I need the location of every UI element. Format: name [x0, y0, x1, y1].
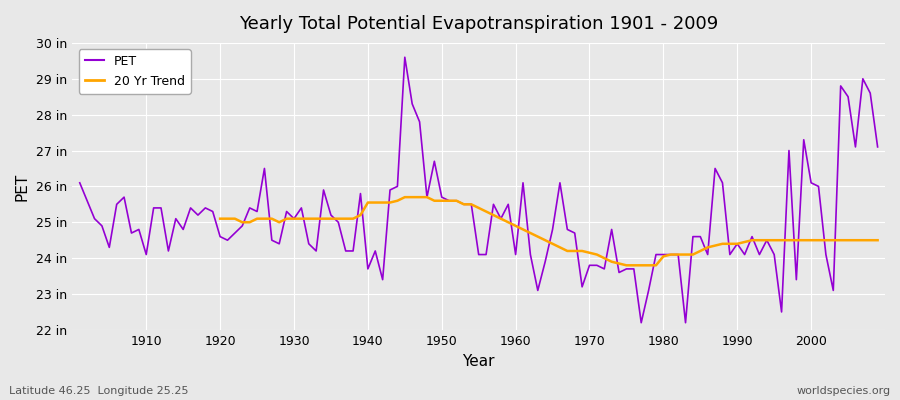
X-axis label: Year: Year: [463, 354, 495, 369]
Text: Latitude 46.25  Longitude 25.25: Latitude 46.25 Longitude 25.25: [9, 386, 188, 396]
Y-axis label: PET: PET: [15, 172, 30, 200]
Legend: PET, 20 Yr Trend: PET, 20 Yr Trend: [78, 49, 191, 94]
Title: Yearly Total Potential Evapotranspiration 1901 - 2009: Yearly Total Potential Evapotranspiratio…: [239, 15, 718, 33]
Text: worldspecies.org: worldspecies.org: [796, 386, 891, 396]
